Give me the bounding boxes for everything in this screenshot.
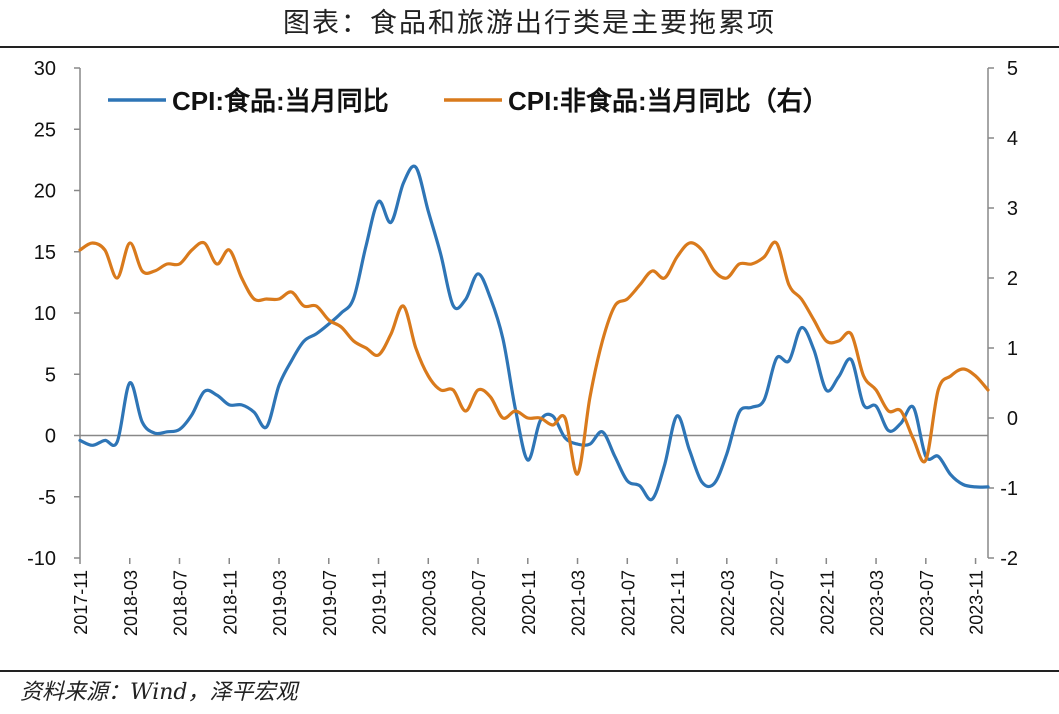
right-tick-label: 1 xyxy=(1007,338,1018,360)
left-tick-label: 25 xyxy=(34,119,56,141)
right-tick-label: -2 xyxy=(1000,548,1018,570)
x-tick-label: 2023-07 xyxy=(917,570,937,636)
left-tick-label: 20 xyxy=(34,181,56,203)
series-nonfood-line xyxy=(78,240,990,476)
left-tick-label: 0 xyxy=(45,426,56,448)
x-tick-label: 2023-11 xyxy=(967,570,987,635)
series-food-line xyxy=(78,164,990,502)
x-tick-label: 2021-07 xyxy=(618,570,638,636)
x-tick-label: 2022-11 xyxy=(817,570,837,635)
x-tick-label: 2018-03 xyxy=(121,570,141,636)
source-divider xyxy=(0,670,1059,672)
left-tick-label: -5 xyxy=(38,487,56,509)
right-tick-label: 4 xyxy=(1007,128,1018,150)
x-tick-label: 2020-07 xyxy=(469,570,489,636)
chart-title: 图表：食品和旅游出行类是主要拖累项 xyxy=(283,8,776,39)
left-tick-label: 5 xyxy=(45,364,56,386)
right-tick-label: -1 xyxy=(1000,478,1018,500)
left-tick-label: -10 xyxy=(27,548,56,570)
x-tick-label: 2021-03 xyxy=(569,570,589,636)
legend-label: CPI:食品:当月同比 xyxy=(172,86,389,116)
left-tick-label: 30 xyxy=(34,58,56,80)
x-tick-label: 2019-03 xyxy=(270,570,290,636)
right-tick-label: 5 xyxy=(1007,58,1018,80)
right-tick-label: 2 xyxy=(1007,268,1018,290)
legend-label: CPI:非食品:当月同比（右） xyxy=(508,86,829,116)
x-tick-label: 2019-11 xyxy=(370,570,390,635)
right-tick-label: 3 xyxy=(1007,198,1018,220)
x-tick-label: 2020-03 xyxy=(419,570,439,636)
left-tick-label: 15 xyxy=(34,242,56,264)
chart-area: -10 -5 0 5 10 15 20 25 30 -2 -1 0 1 2 3 4 5 2017-11 2018-0… xyxy=(0,48,1059,672)
x-tick-label: 2023-03 xyxy=(867,570,887,636)
left-tick-label: 10 xyxy=(34,303,56,325)
x-tick-label: 2019-07 xyxy=(320,570,340,636)
title-divider xyxy=(0,46,1059,48)
x-tick-label: 2022-07 xyxy=(768,570,788,636)
x-tick-label: 2018-11 xyxy=(220,570,240,635)
right-tick-label: 0 xyxy=(1007,408,1018,430)
x-tick-label: 2020-11 xyxy=(519,570,539,635)
x-tick-label: 2021-11 xyxy=(668,570,688,635)
x-tick-label: 2017-11 xyxy=(71,570,91,635)
x-tick-label: 2022-03 xyxy=(718,570,738,636)
x-tick-label: 2018-07 xyxy=(171,570,191,636)
source-note: 资料来源：Wind，泽平宏观 xyxy=(20,680,298,705)
